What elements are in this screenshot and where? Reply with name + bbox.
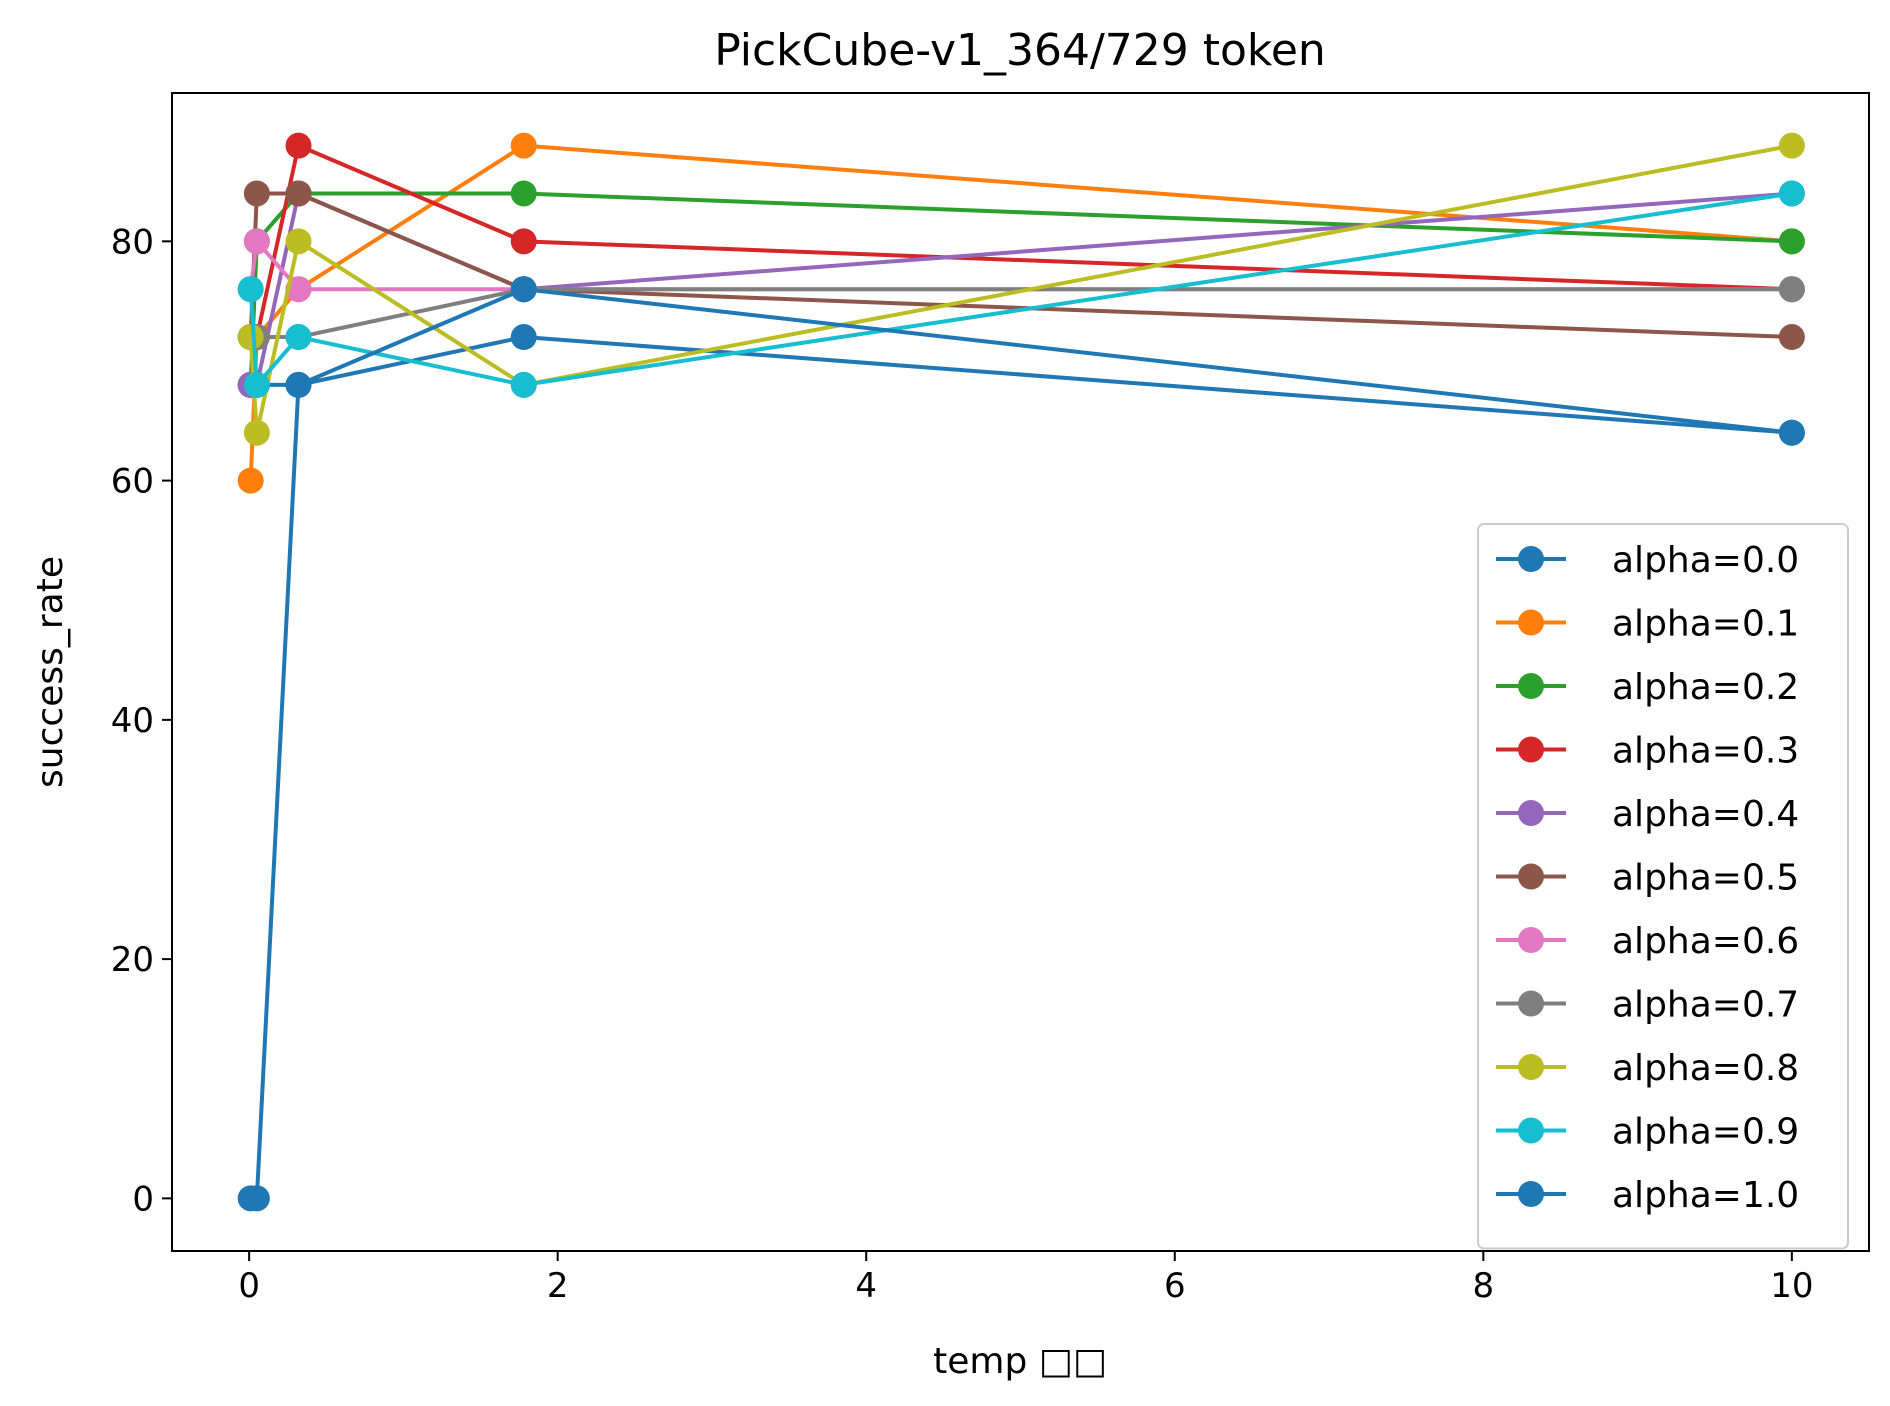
y-tick-label: 80 (111, 222, 154, 262)
legend-item: alpha=0.7 (1496, 985, 1799, 1026)
axes-frame (171, 92, 1870, 1252)
legend-item: alpha=0.3 (1496, 731, 1799, 772)
legend-label: alpha=0.4 (1612, 794, 1799, 835)
legend-label: alpha=0.1 (1612, 604, 1799, 645)
legend-label: alpha=0.7 (1612, 985, 1799, 1026)
chart-title: PickCube-v1_364/729 token (714, 25, 1326, 76)
data-point (1778, 180, 1805, 207)
data-point (243, 419, 270, 446)
data-point (237, 467, 264, 494)
legend-label: alpha=0.0 (1612, 540, 1799, 581)
data-point (243, 371, 270, 398)
legend-label: alpha=0.5 (1612, 858, 1799, 899)
legend-marker (1518, 1054, 1544, 1080)
y-tick-label: 20 (111, 940, 154, 980)
x-tick-label: 0 (238, 1266, 260, 1306)
x-tick-label: 6 (1164, 1266, 1186, 1306)
data-point (237, 324, 264, 351)
data-point (510, 132, 537, 159)
y-axis-label: success_rate (30, 556, 71, 788)
legend-label: alpha=0.6 (1612, 921, 1799, 962)
data-point (285, 276, 312, 303)
x-axis-label: temp □□ (933, 1341, 1107, 1382)
legend-item: alpha=0.8 (1496, 1048, 1799, 1089)
data-point (285, 324, 312, 351)
legend-label: alpha=0.3 (1612, 731, 1799, 772)
legend-marker (1518, 863, 1544, 890)
legend-marker (1518, 546, 1544, 572)
data-point (243, 1185, 270, 1212)
data-point (510, 276, 537, 303)
series-alpha=1.0 (237, 276, 1805, 1212)
x-tick-label: 4 (855, 1266, 877, 1306)
legend-marker (1518, 1117, 1544, 1144)
data-point (285, 180, 312, 207)
legend-marker (1518, 673, 1544, 699)
data-point (285, 228, 312, 255)
series-alpha=0.9 (237, 180, 1805, 398)
data-point (1778, 324, 1805, 351)
data-point (1778, 276, 1805, 303)
legend-label: alpha=0.9 (1612, 1112, 1799, 1153)
data-point (510, 324, 537, 351)
legend-item: alpha=0.6 (1496, 921, 1799, 962)
legend-item: alpha=0.5 (1496, 858, 1799, 899)
data-point (285, 132, 312, 159)
x-tick-label: 10 (1770, 1266, 1813, 1306)
data-point (510, 228, 537, 255)
legend: alpha=0.0 alpha=0.1 alpha=0.2 alpha=0.3 alph… (1477, 523, 1849, 1250)
series-alpha=0.8 (237, 132, 1805, 446)
legend-label: alpha=0.8 (1612, 1048, 1799, 1089)
legend-item: alpha=1.0 (1496, 1175, 1799, 1216)
data-point (243, 228, 270, 255)
legend-item: alpha=0.1 (1496, 604, 1799, 645)
data-point (285, 371, 312, 398)
data-point (237, 276, 264, 303)
legend-item: alpha=0.2 (1496, 667, 1799, 708)
legend-marker (1518, 927, 1544, 953)
legend-label: alpha=1.0 (1612, 1175, 1799, 1216)
legend-item: alpha=0.9 (1496, 1112, 1799, 1153)
data-point (510, 371, 537, 398)
data-point (1778, 132, 1805, 159)
legend-item: alpha=0.4 (1496, 794, 1799, 835)
data-point (1778, 228, 1805, 255)
data-point (510, 180, 537, 207)
legend-box (1477, 523, 1849, 1250)
legend-marker (1518, 990, 1544, 1017)
x-tick-label: 8 (1472, 1266, 1494, 1306)
y-tick-label: 0 (132, 1179, 154, 1219)
legend-item: alpha=0.0 (1496, 540, 1799, 581)
y-tick-label: 40 (111, 701, 154, 741)
x-tick-label: 2 (547, 1266, 569, 1306)
legend-marker (1518, 1181, 1544, 1207)
legend-marker (1518, 800, 1544, 826)
plot-area: 0 2 4 6 8 10 0 20 40 60 80 (111, 132, 1813, 1306)
y-tick-label: 60 (111, 462, 154, 502)
legend-label: alpha=0.2 (1612, 667, 1799, 708)
data-point (1778, 419, 1805, 446)
legend-marker (1518, 609, 1544, 636)
legend-marker (1518, 736, 1544, 763)
data-point (243, 180, 270, 207)
